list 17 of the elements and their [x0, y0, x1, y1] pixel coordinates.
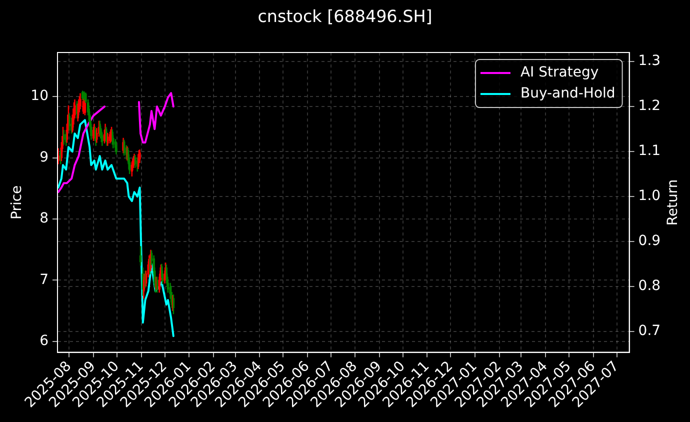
y2-tick-label: 0.8: [638, 278, 661, 294]
legend-label: Buy-and-Hold: [520, 86, 616, 102]
y2-tick-label: 0.7: [638, 323, 661, 340]
y2-tick-label: 1.0: [638, 188, 661, 204]
y-tick-label: 6: [40, 332, 49, 349]
y2-axis-title: Return: [664, 179, 681, 226]
y-tick-label: 9: [40, 149, 48, 166]
y-axis-title: Price: [9, 185, 26, 220]
y2-tick-label: 1.1: [638, 143, 661, 160]
y2-tick-label: 1.3: [638, 53, 661, 70]
chart-title: cnstock [688496.SH]: [258, 6, 432, 26]
y2-tick-label: 0.9: [638, 233, 661, 250]
y-tick-label: 7: [40, 272, 48, 288]
y-tick-label: 8: [40, 210, 48, 227]
legend-label: AI Strategy: [520, 64, 599, 81]
y-tick-label: 10: [30, 88, 48, 104]
y2-tick-label: 1.2: [638, 98, 661, 114]
